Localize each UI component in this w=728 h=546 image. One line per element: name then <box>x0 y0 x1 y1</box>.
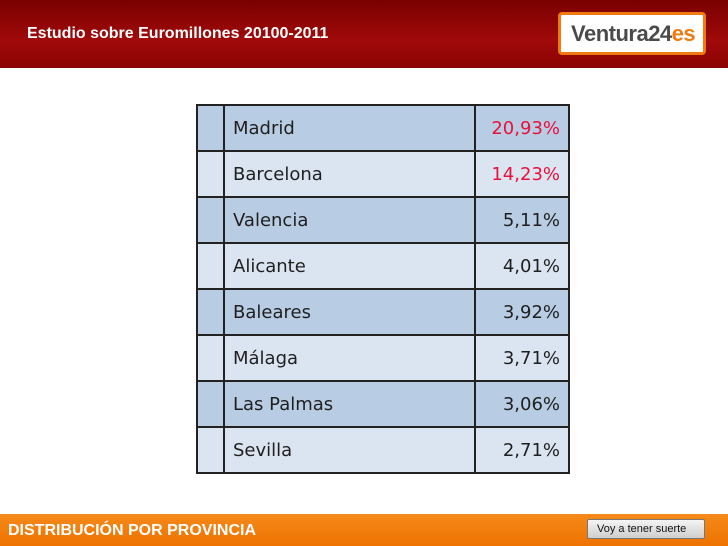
province-cell: Barcelona <box>223 150 476 198</box>
province-cell: Valencia <box>223 196 476 244</box>
table-row: Valencia 5,11% <box>196 196 570 244</box>
table-row: Málaga 3,71% <box>196 334 570 382</box>
row-margin <box>196 288 225 336</box>
table-row: Baleares 3,92% <box>196 288 570 336</box>
row-margin <box>196 196 225 244</box>
percentage-cell: 5,11% <box>474 196 570 244</box>
table-row: Sevilla 2,71% <box>196 426 570 474</box>
slide-title: Estudio sobre Euromillones 20100-2011 <box>27 25 329 42</box>
row-margin <box>196 380 225 428</box>
province-cell: Madrid <box>223 104 476 152</box>
lucky-button[interactable]: Voy a tener suerte <box>587 519 705 539</box>
percentage-cell: 14,23% <box>474 150 570 198</box>
row-margin <box>196 242 225 290</box>
percentage-cell: 3,92% <box>474 288 570 336</box>
percentage-cell: 4,01% <box>474 242 570 290</box>
table-row: Barcelona 14,23% <box>196 150 570 198</box>
table-row: Alicante 4,01% <box>196 242 570 290</box>
table-row: Madrid 20,93% <box>196 104 570 152</box>
province-cell: Baleares <box>223 288 476 336</box>
logo-brand: Ventura24 <box>571 21 672 46</box>
province-cell: Sevilla <box>223 426 476 474</box>
header-band: Estudio sobre Euromillones 20100-2011 Ve… <box>0 0 728 68</box>
footer-band: DISTRIBUCIÓN POR PROVINCIA Voy a tener s… <box>0 514 728 546</box>
province-table: Madrid 20,93% Barcelona 14,23% Valencia 5,11%… <box>196 104 570 474</box>
province-cell: Málaga <box>223 334 476 382</box>
logo-suffix: es <box>671 21 696 46</box>
province-cell: Alicante <box>223 242 476 290</box>
province-cell: Las Palmas <box>223 380 476 428</box>
footer-title: DISTRIBUCIÓN POR PROVINCIA <box>8 522 257 539</box>
logo: Ventura24es <box>558 12 706 55</box>
row-margin <box>196 104 225 152</box>
percentage-cell: 3,06% <box>474 380 570 428</box>
percentage-cell: 20,93% <box>474 104 570 152</box>
row-margin <box>196 426 225 474</box>
row-margin <box>196 150 225 198</box>
row-margin <box>196 334 225 382</box>
percentage-cell: 3,71% <box>474 334 570 382</box>
percentage-cell: 2,71% <box>474 426 570 474</box>
table-row: Las Palmas 3,06% <box>196 380 570 428</box>
